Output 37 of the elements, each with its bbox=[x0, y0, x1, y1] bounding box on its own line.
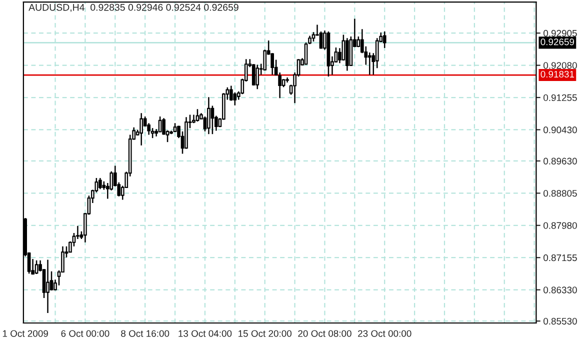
x-tick-label: 13 Oct 04:00 bbox=[178, 330, 232, 337]
candlestick bbox=[256, 64, 260, 90]
candlestick bbox=[270, 53, 274, 76]
y-tick-label: 0.88805 bbox=[544, 190, 577, 197]
candlestick bbox=[360, 28, 364, 54]
x-tick-label: 6 Oct 00:00 bbox=[61, 330, 110, 337]
candlestick bbox=[229, 85, 233, 102]
candlestick bbox=[98, 177, 102, 190]
x-tick-label: 23 Oct 00:00 bbox=[358, 330, 412, 337]
candlestick bbox=[46, 259, 50, 314]
ref-line-label: 0.91831 bbox=[540, 70, 574, 78]
y-tick-label: 0.87980 bbox=[544, 222, 577, 229]
x-tick-label: 15 Oct 20:00 bbox=[238, 330, 292, 337]
y-tick-label: 0.86330 bbox=[544, 286, 577, 294]
ref-line-label: 0.92659 bbox=[540, 38, 574, 46]
y-tick-label: 0.92080 bbox=[544, 62, 577, 69]
candlestick bbox=[140, 112, 144, 146]
chart-title: AUDUSD,H4 0.92835 0.92946 0.92524 0.92659 bbox=[28, 4, 238, 12]
candlestick bbox=[368, 52, 372, 76]
candlestick bbox=[207, 96, 210, 135]
candlestick bbox=[375, 37, 379, 69]
y-tick-label: 0.89630 bbox=[544, 158, 577, 164]
candlestick bbox=[76, 225, 80, 240]
candlestick bbox=[162, 117, 166, 135]
candlestick bbox=[61, 246, 64, 273]
x-tick-label: 20 Oct 08:00 bbox=[298, 330, 352, 337]
y-tick-label: 0.85530 bbox=[544, 318, 577, 325]
x-tick-label: 1 Oct 2009 bbox=[2, 330, 48, 337]
y-tick-label: 0.87155 bbox=[544, 254, 577, 262]
y-tick-label: 0.91255 bbox=[544, 94, 577, 102]
candlestick bbox=[346, 37, 349, 72]
candlestick bbox=[147, 122, 150, 136]
y-tick-label: 0.92905 bbox=[544, 30, 577, 37]
candlestick bbox=[170, 130, 173, 135]
x-tick-label: 8 Oct 16:00 bbox=[121, 330, 170, 337]
y-tick-label: 0.90430 bbox=[544, 126, 577, 134]
candlestick bbox=[54, 279, 57, 290]
